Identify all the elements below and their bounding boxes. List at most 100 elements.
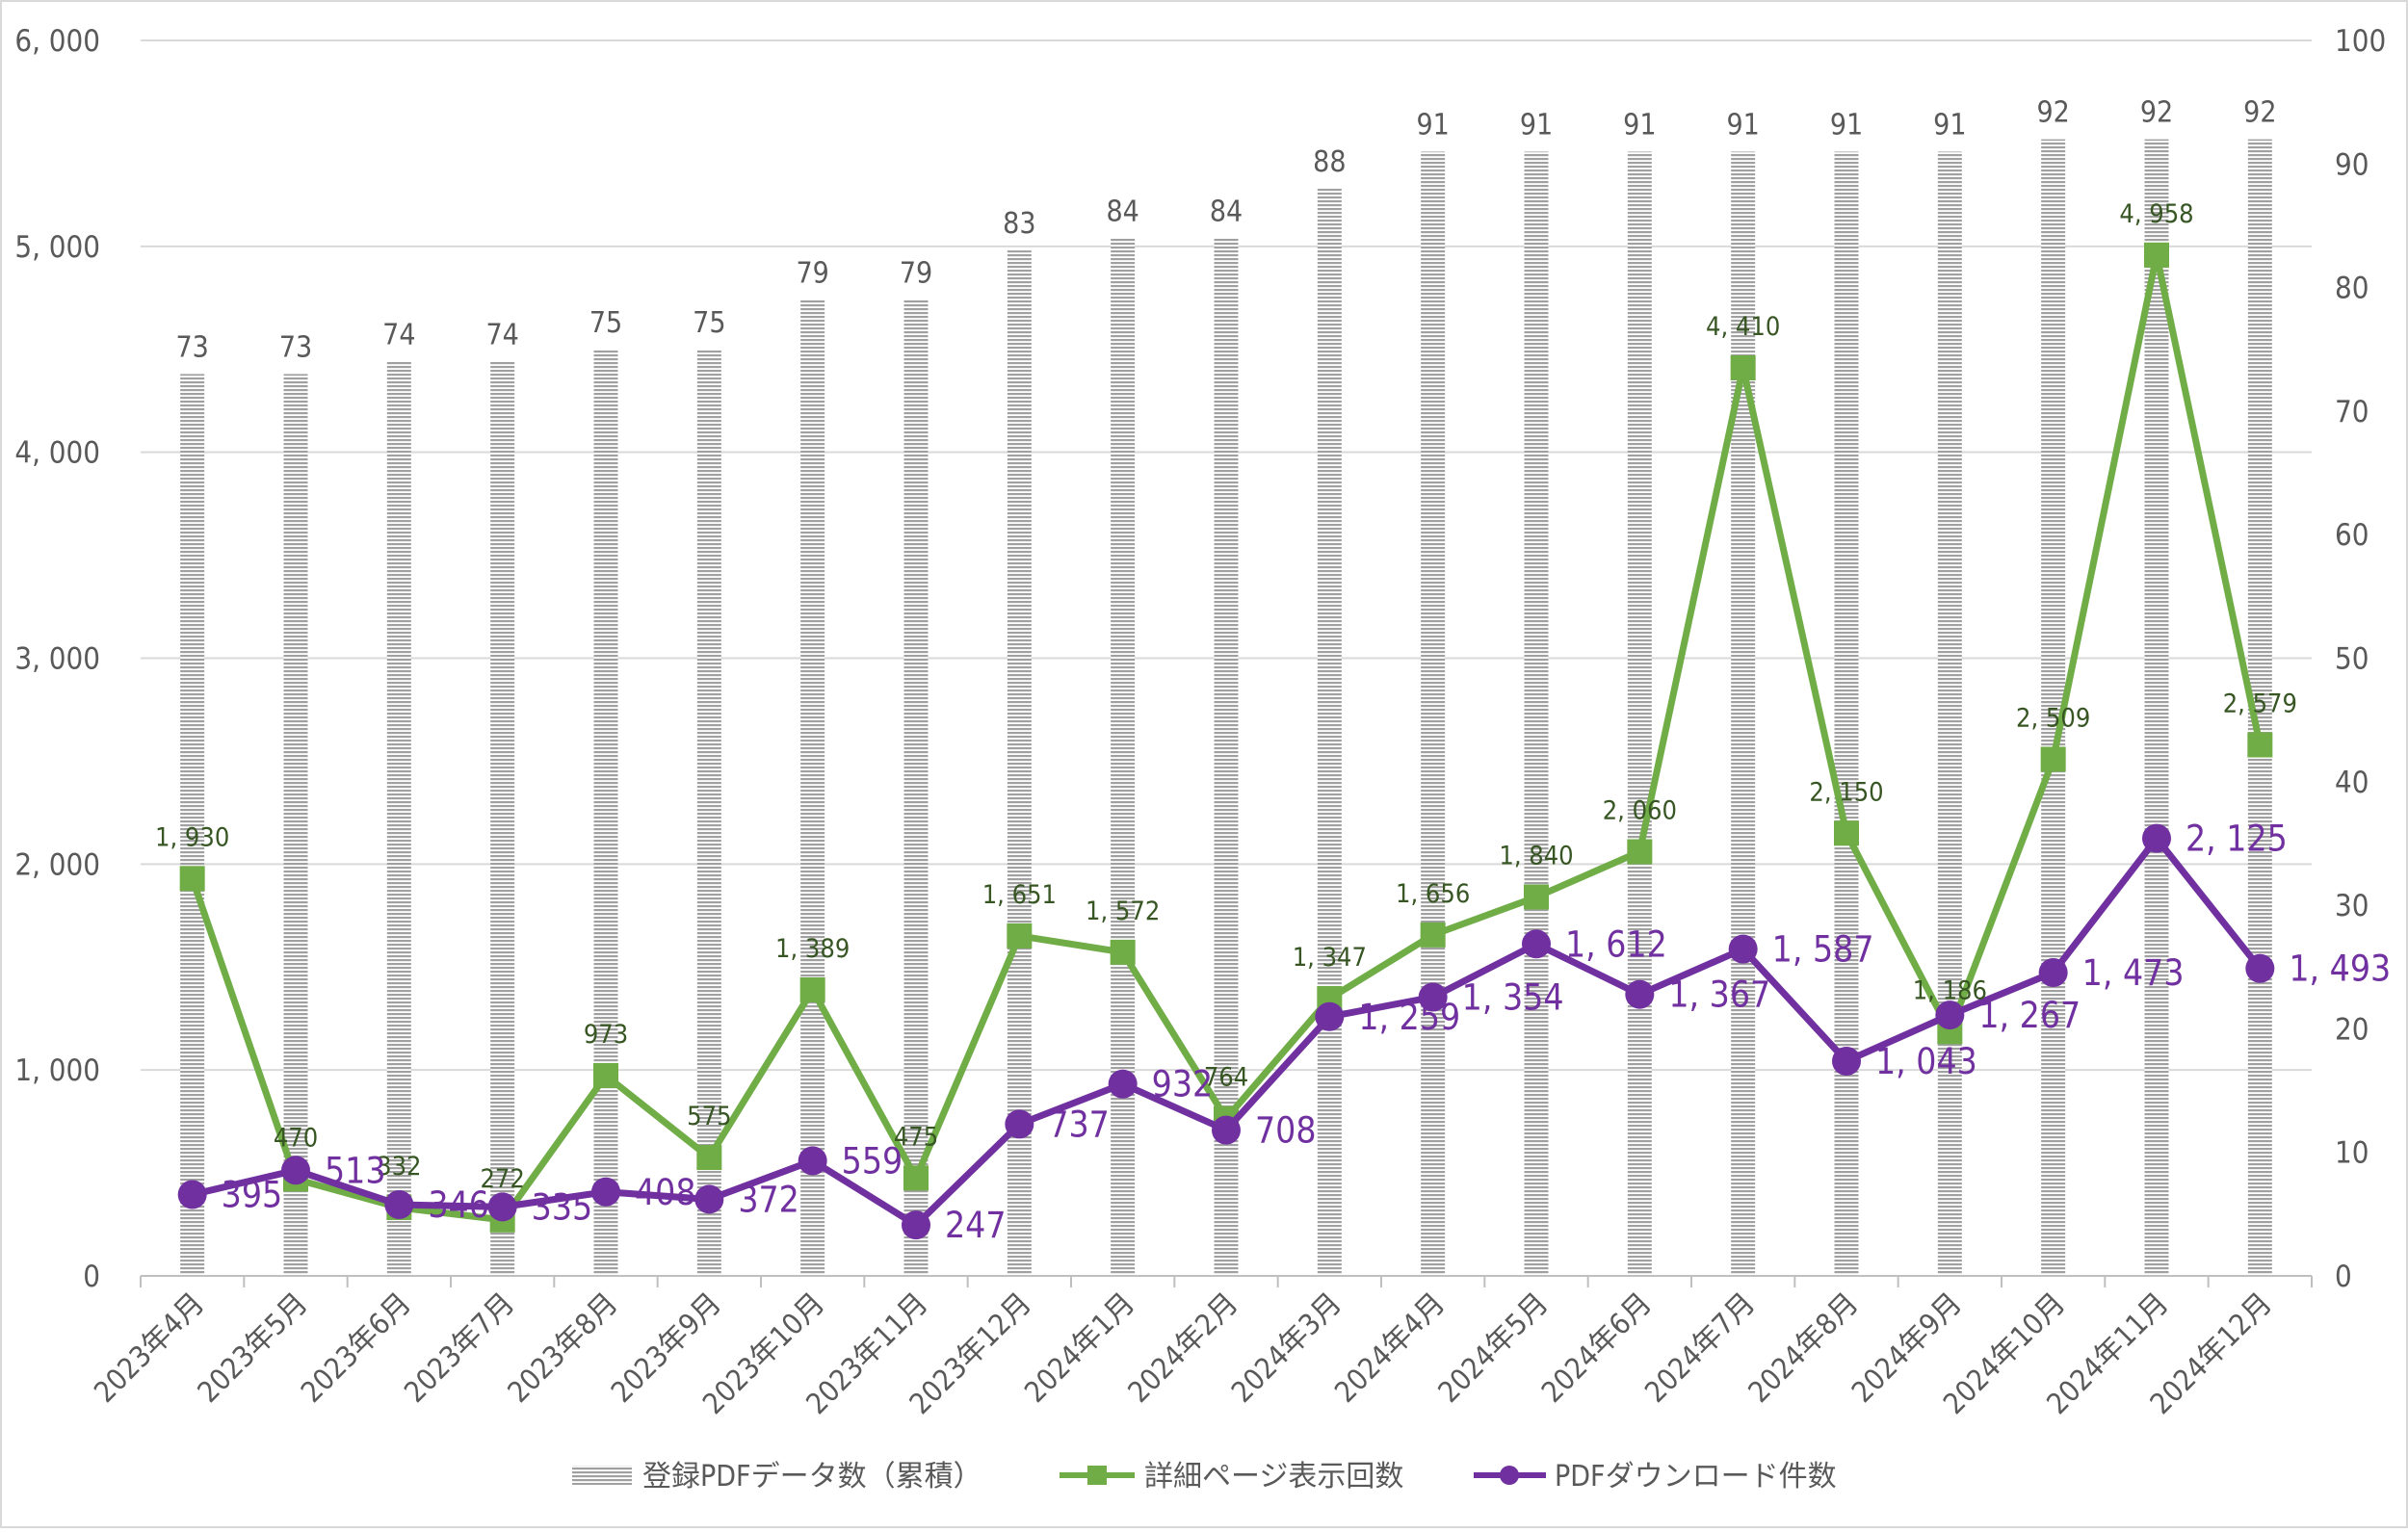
pdf-downloads-data-label: 1, 367 — [1668, 974, 1770, 1016]
bar-registered-pdf — [1317, 188, 1342, 1277]
detail-views-marker — [2040, 746, 2066, 772]
bar-registered-pdf — [1421, 151, 1446, 1277]
bar-data-label: 75 — [589, 306, 622, 340]
detail-views-data-label: 1, 840 — [1499, 842, 1573, 871]
bar-registered-pdf — [386, 361, 411, 1277]
detail-views-data-label: 1, 651 — [982, 880, 1057, 910]
detail-views-data-label: 2, 509 — [2016, 703, 2090, 733]
pdf-downloads-data-label: 1, 473 — [2082, 952, 2185, 994]
detail-views-data-label: 475 — [894, 1122, 938, 1152]
y-right-tick-label: 80 — [2335, 272, 2369, 306]
pdf-downloads-data-label: 513 — [325, 1150, 386, 1191]
detail-views-marker — [696, 1145, 722, 1171]
bar-data-label: 91 — [1623, 108, 1656, 142]
detail-views-data-label: 470 — [274, 1123, 318, 1153]
bar-data-label: 84 — [1106, 195, 1139, 228]
bar-data-label: 91 — [1830, 108, 1863, 142]
y-left-tick-label: 4, 000 — [14, 436, 100, 471]
bar-data-label: 91 — [1416, 108, 1449, 142]
pdf-downloads-data-label: 1, 587 — [1772, 929, 1874, 971]
bar-data-label: 91 — [1726, 108, 1759, 142]
bar-data-label: 75 — [693, 306, 725, 340]
pdf-downloads-data-label: 1, 259 — [1358, 997, 1460, 1038]
bar-data-label: 79 — [900, 256, 932, 290]
detail-views-marker — [593, 1062, 618, 1088]
pdf-downloads-data-label: 346 — [428, 1184, 489, 1226]
bar-registered-pdf — [283, 374, 308, 1276]
detail-views-data-label: 4, 410 — [1706, 312, 1780, 342]
pdf-downloads-marker — [281, 1156, 310, 1185]
pdf-downloads-data-label: 737 — [1048, 1104, 1110, 1145]
detail-views-marker — [1110, 939, 1136, 965]
legend-label-bar: 登録PDFデータ数（累積） — [642, 1460, 982, 1494]
detail-views-marker — [1730, 354, 1756, 380]
detail-views-data-label: 2, 150 — [1809, 777, 1883, 807]
bar-registered-pdf — [1111, 238, 1136, 1276]
legend-label-detail-views: 詳細ページ表示回数 — [1144, 1460, 1403, 1494]
detail-views-data-label: 2, 060 — [1603, 796, 1677, 826]
y-right-tick-label: 90 — [2335, 147, 2369, 182]
bar-registered-pdf — [593, 349, 618, 1276]
bar-registered-pdf — [1834, 151, 1859, 1277]
detail-views-marker — [1524, 884, 1549, 910]
pdf-downloads-data-label: 1, 043 — [1875, 1041, 1977, 1082]
bar-registered-pdf — [1937, 151, 1962, 1277]
y-right-tick-label: 30 — [2335, 889, 2369, 923]
detail-views-marker — [1627, 839, 1653, 865]
pdf-downloads-data-label: 335 — [532, 1186, 593, 1228]
bar-data-label: 79 — [796, 256, 828, 290]
detail-views-marker — [2247, 732, 2273, 758]
pdf-downloads-data-label: 932 — [1152, 1064, 1214, 1105]
bar-registered-pdf — [696, 349, 721, 1276]
bar-data-label: 73 — [175, 330, 208, 364]
pdf-downloads-data-label: 559 — [842, 1140, 903, 1182]
detail-views-data-label: 1, 347 — [1293, 943, 1367, 973]
y-right-tick-label: 60 — [2335, 518, 2369, 553]
detail-views-marker — [1420, 922, 1446, 948]
detail-views-data-label: 1, 389 — [775, 934, 850, 964]
detail-views-data-label: 764 — [1204, 1063, 1248, 1093]
y-right-tick-label: 70 — [2335, 395, 2369, 429]
legend-label-pdf-downloads: PDFダウンロード件数 — [1555, 1460, 1837, 1494]
detail-views-data-label: 332 — [377, 1152, 421, 1182]
legend-swatch-circle-marker — [1500, 1466, 1519, 1485]
bar-registered-pdf — [2144, 139, 2169, 1276]
detail-views-data-label: 2, 579 — [2223, 689, 2297, 719]
y-right-tick-label: 0 — [2335, 1260, 2352, 1294]
bar-data-label: 88 — [1313, 145, 1346, 179]
detail-views-data-label: 4, 958 — [2119, 199, 2193, 229]
legend-swatch-square-marker — [1087, 1466, 1107, 1485]
pdf-downloads-marker — [177, 1180, 207, 1209]
bar-data-label: 91 — [1520, 108, 1553, 142]
y-right-tick-label: 50 — [2335, 642, 2369, 677]
bar-registered-pdf — [1627, 151, 1652, 1277]
detail-views-data-label: 1, 656 — [1396, 879, 1470, 909]
y-right-tick-label: 40 — [2335, 766, 2369, 800]
bar-data-label: 74 — [485, 319, 518, 352]
bar-data-label: 83 — [1003, 207, 1035, 241]
detail-views-data-label: 575 — [687, 1102, 731, 1131]
pdf-downloads-marker — [1108, 1069, 1138, 1099]
detail-views-data-label: 973 — [584, 1020, 628, 1050]
pdf-downloads-marker — [1832, 1046, 1861, 1076]
bar-registered-pdf — [1007, 250, 1032, 1276]
pdf-downloads-marker — [1418, 982, 1448, 1012]
pdf-downloads-data-label: 372 — [738, 1179, 799, 1220]
pdf-downloads-marker — [2142, 823, 2171, 853]
bar-data-label: 91 — [1933, 108, 1966, 142]
y-right-tick-label: 100 — [2335, 24, 2386, 59]
detail-views-marker — [903, 1165, 929, 1191]
pdf-downloads-marker — [591, 1177, 620, 1207]
detail-views-marker — [179, 866, 205, 892]
pdf-downloads-marker — [1212, 1115, 1241, 1145]
bar-registered-pdf — [180, 374, 205, 1276]
legend-swatch-bar — [572, 1466, 632, 1485]
bar-registered-pdf — [490, 361, 515, 1277]
pdf-downloads-data-label: 247 — [945, 1205, 1007, 1246]
pdf-downloads-marker — [384, 1190, 414, 1220]
pdf-downloads-marker — [1625, 979, 1655, 1009]
bar-registered-pdf — [903, 299, 929, 1276]
bar-data-label: 84 — [1210, 195, 1243, 228]
bar-data-label: 92 — [2140, 96, 2173, 130]
